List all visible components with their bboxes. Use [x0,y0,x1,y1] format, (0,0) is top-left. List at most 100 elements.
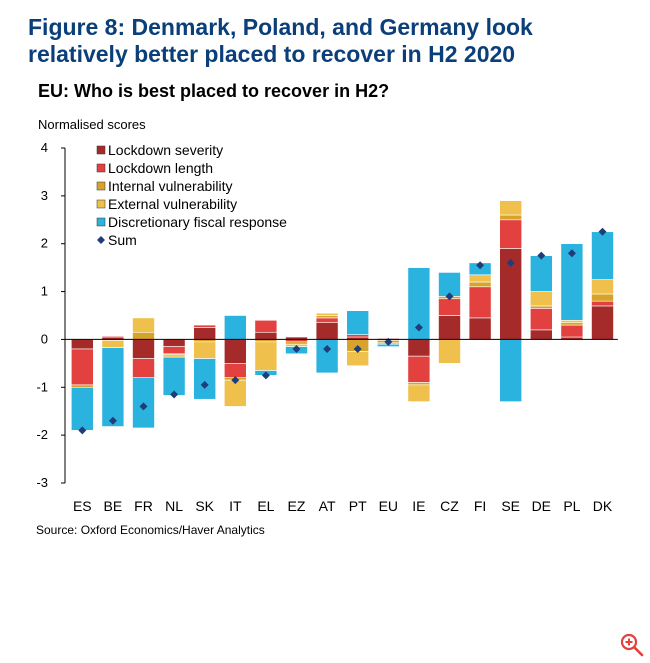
bar-internal-vulnerability-es [71,384,94,388]
bar-lockdown-severity-it [224,339,247,364]
legend-swatch-sum [97,236,105,244]
sum-marker-pl [567,249,576,258]
bar-external-vulnerability-pl [560,319,584,323]
bar-lockdown-length-el [254,319,278,333]
bar-lockdown-length-sk [193,324,216,328]
y-tick-label: -3 [36,475,48,490]
bar-lockdown-length-cz [438,298,461,316]
sum-marker-ez [292,345,301,353]
y-tick-label: 0 [41,331,48,346]
x-tick-label-ez: EZ [288,498,306,514]
sum-marker-dk [598,227,607,236]
bar-fiscal-be [101,347,125,427]
figure-title: Figure 8: Denmark, Poland, and Germany l… [28,14,533,67]
x-tick-label-fr: FR [134,498,153,514]
x-tick-label-nl: NL [165,498,183,514]
sum-marker-es [78,426,87,435]
bar-lockdown-length-fi [468,286,492,319]
bar-lockdown-length-pl [560,324,584,338]
bar-fiscal-pl [560,243,584,321]
x-tick-label-de: DE [532,498,551,514]
bar-lockdown-length-nl [162,346,186,355]
y-tick-label: 2 [41,236,48,251]
sum-marker-it [231,376,240,385]
bar-lockdown-length-it [224,363,247,379]
bar-lockdown-length-be [101,335,125,338]
x-tick-label-dk: DK [593,498,613,514]
x-tick-label-fi: FI [474,498,486,514]
bar-internal-vulnerability-de [529,305,553,309]
x-tick-label-pl: PL [563,498,580,514]
x-tick-label-ie: IE [412,498,425,514]
bar-lockdown-length-es [71,348,94,386]
sum-marker-at [323,345,332,353]
bar-lockdown-severity-es [71,339,94,350]
bar-external-vulnerability-se [499,200,523,216]
legend-swatch-external-vulnerability [96,199,106,209]
x-tick-label-at: AT [319,498,336,514]
bar-external-vulnerability-sk [193,341,216,359]
bar-internal-vulnerability-pl [560,322,584,326]
legend-label-external-vulnerability: External vulnerability [108,196,237,212]
y-tick-label: -2 [36,427,48,442]
sum-marker-de [537,251,546,260]
bar-external-vulnerability-pt [346,351,370,367]
y-axis-label: Normalised scores [38,117,146,132]
legend-swatch-fiscal [96,217,106,227]
x-tick-label-se: SE [501,498,520,514]
bar-external-vulnerability-el [254,341,278,371]
bar-internal-vulnerability-dk [591,293,614,302]
bar-lockdown-severity-at [315,322,339,340]
legend-label-internal-vulnerability: Internal vulnerability [108,178,233,194]
bar-internal-vulnerability-ez [285,341,308,345]
bar-external-vulnerability-de [529,291,553,307]
x-tick-label-cz: CZ [440,498,459,514]
bar-lockdown-severity-el [254,331,278,340]
bar-internal-vulnerability-at [315,315,339,319]
bar-fiscal-nl [162,356,186,396]
zoom-in-icon[interactable] [619,632,645,658]
bar-internal-vulnerability-fr [132,331,155,340]
bar-fiscal-sk [193,358,216,400]
bar-fiscal-dk [591,231,614,280]
x-tick-label-pt: PT [349,498,367,514]
bar-lockdown-length-pt [346,334,370,338]
bar-lockdown-severity-cz [438,315,461,340]
bar-lockdown-severity-ie [407,339,431,357]
bar-lockdown-length-at [315,317,339,323]
legend-swatch-internal-vulnerability [96,181,106,191]
bar-internal-vulnerability-ie [407,382,431,386]
bar-lockdown-length-ie [407,355,431,383]
legend-label-lockdown-length: Lockdown length [108,160,213,176]
bar-internal-vulnerability-se [499,214,523,221]
legend-label-lockdown-severity: Lockdown severity [108,142,223,158]
x-tick-label-be: BE [104,498,123,514]
x-tick-label-it: IT [229,498,242,514]
legend-label-sum: Sum [108,232,137,248]
sum-marker-pt [353,345,362,353]
x-tick-label-es: ES [73,498,92,514]
x-tick-label-el: EL [257,498,274,514]
bar-lockdown-severity-sk [193,327,216,340]
bar-external-vulnerability-nl [162,354,186,358]
legend-label-discretionary-fiscal-response: Discretionary fiscal response [108,214,287,230]
y-tick-label: 3 [41,188,48,203]
bar-external-vulnerability-at [315,312,339,316]
sum-marker-fr [139,402,148,411]
bar-external-vulnerability-ie [407,384,431,402]
sum-marker-se [506,258,515,267]
bar-fiscal-at [315,339,339,374]
bar-lockdown-length-de [529,308,553,331]
bar-lockdown-length-se [499,219,523,249]
bar-internal-vulnerability-fi [468,281,492,288]
sum-marker-sk [200,380,209,389]
bar-lockdown-severity-fi [468,317,492,340]
bar-lockdown-severity-fr [132,339,155,359]
bar-fiscal-de [529,255,553,292]
sum-marker-el [261,371,270,380]
x-tick-label-eu: EU [379,498,398,514]
bar-external-vulnerability-be [101,340,125,348]
y-tick-label: 1 [41,284,48,299]
legend-swatch-lockdown-severity [96,145,106,155]
